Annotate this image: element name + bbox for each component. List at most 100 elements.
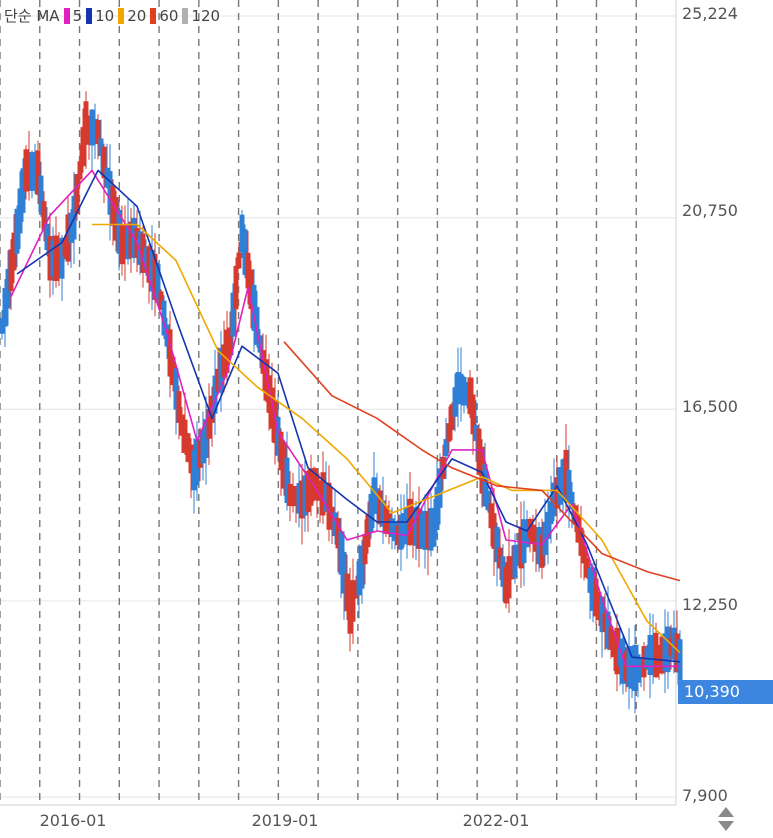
candle-body <box>473 424 479 442</box>
candle-body <box>341 551 347 594</box>
candle-body <box>422 510 428 550</box>
candle-body <box>215 368 221 392</box>
candle-body <box>38 175 44 213</box>
candle-body <box>392 522 398 542</box>
candle-body <box>602 613 608 632</box>
candle-body <box>470 394 476 435</box>
candle-body <box>566 469 572 504</box>
candle-body <box>500 556 506 587</box>
candle-body <box>545 511 551 539</box>
candle-body <box>323 482 329 512</box>
candle-body <box>353 581 359 599</box>
candle-body <box>659 636 665 674</box>
candle-body <box>548 500 554 525</box>
candle-body <box>437 468 443 508</box>
candle-body <box>242 229 248 275</box>
legend-swatch-120 <box>182 7 189 24</box>
candle-body <box>446 423 452 442</box>
candle-body <box>503 566 509 604</box>
candle-body <box>326 482 332 530</box>
candle-body <box>53 235 59 281</box>
candle-body <box>563 449 569 495</box>
candle-body <box>233 265 239 310</box>
candle-body <box>650 636 656 674</box>
candle-body <box>479 446 485 494</box>
candle-body <box>296 483 302 514</box>
ma-line-5 <box>10 169 680 668</box>
candle-body <box>278 431 284 471</box>
candle-body <box>173 368 179 410</box>
candle-body <box>635 654 641 683</box>
y-tick-label: 7,900 <box>682 786 728 805</box>
candle-body <box>317 480 323 501</box>
scale-scroll-icon[interactable] <box>716 806 736 832</box>
candle-body <box>206 409 212 439</box>
candle-body <box>419 513 425 549</box>
legend-prefix: 단순 MA <box>4 7 60 25</box>
candle-body <box>455 372 461 402</box>
candle-body <box>80 127 86 167</box>
candle-body <box>533 528 539 552</box>
candle-body <box>461 376 467 406</box>
candle-body <box>308 469 314 506</box>
candle-body <box>491 513 497 549</box>
candle-body <box>20 168 26 213</box>
candle-body <box>413 507 419 546</box>
legend-label-120: 120 <box>191 6 221 25</box>
candle-body <box>527 518 533 539</box>
candle-body <box>251 284 257 331</box>
candle-body <box>584 557 590 578</box>
candle-body <box>449 404 455 431</box>
candle-body <box>125 223 131 260</box>
candle-body <box>254 306 260 345</box>
candle-body <box>536 527 542 565</box>
candle-body <box>599 596 605 633</box>
candle-body <box>236 252 242 269</box>
candle-body <box>239 214 245 253</box>
candle-body <box>398 514 404 550</box>
candle-body <box>617 646 623 667</box>
candle-body <box>143 247 149 270</box>
candle-body <box>338 531 344 575</box>
candle-body <box>299 480 305 519</box>
candle-body <box>182 419 188 454</box>
candle-body <box>197 440 203 468</box>
x-tick-label: 2022-01 <box>462 811 530 830</box>
candle-body <box>266 375 272 413</box>
candle-body <box>653 632 659 678</box>
candle-body <box>386 513 392 535</box>
candle-body <box>0 318 5 334</box>
candle-body <box>404 507 410 544</box>
candle-body <box>281 442 287 489</box>
candle-body <box>209 395 215 423</box>
candle-body <box>293 488 299 506</box>
candle-body <box>377 490 383 525</box>
candle-body <box>14 208 20 254</box>
candle-body <box>8 249 14 291</box>
candle-body <box>122 232 128 255</box>
y-tick-label: 25,224 <box>682 4 738 23</box>
legend-swatch-5 <box>63 7 70 24</box>
candle-body <box>185 433 191 463</box>
candle-body <box>662 633 668 671</box>
candle-body <box>191 449 197 491</box>
candle-body <box>194 439 200 486</box>
candle-body <box>374 488 380 515</box>
candle-body <box>581 545 587 564</box>
candle-body <box>149 249 155 292</box>
candle-body <box>476 428 482 475</box>
candle-body <box>335 518 341 549</box>
candle-body <box>44 223 50 250</box>
candle-body <box>488 503 494 529</box>
candle-body <box>560 459 566 500</box>
candle-body <box>551 482 557 517</box>
candle-body <box>518 526 524 569</box>
candle-body <box>41 201 47 230</box>
candle-body <box>146 246 152 283</box>
candle-body <box>389 518 395 537</box>
candle-body <box>86 115 92 136</box>
legend-swatch-60 <box>150 7 157 24</box>
candle-body <box>161 300 167 336</box>
